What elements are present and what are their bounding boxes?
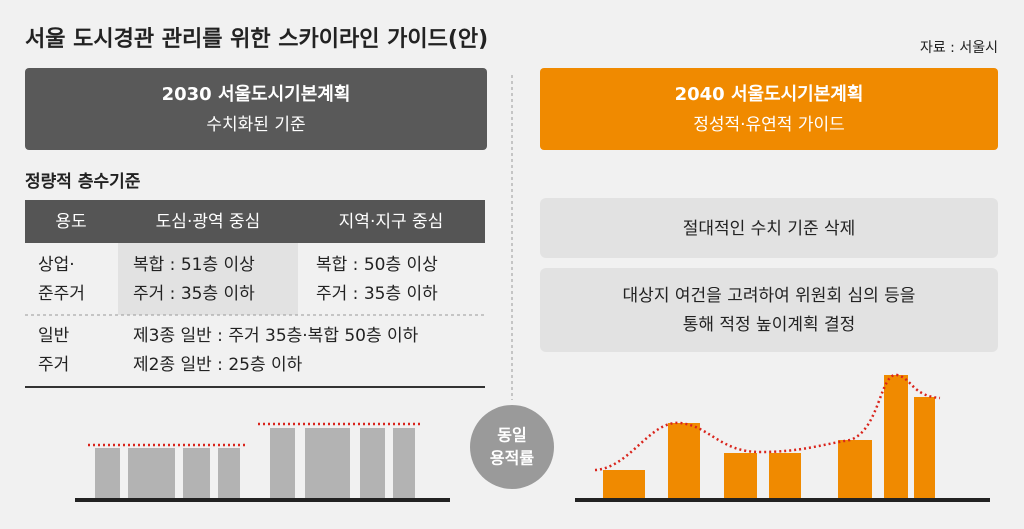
section-label: 정량적 층수기준: [25, 172, 141, 192]
building: [128, 448, 175, 500]
left-skyline: [95, 428, 415, 500]
building: [914, 397, 935, 500]
table-cell: 제3종 일반 : 주거 35층·복합 50층 이하: [133, 326, 419, 346]
building: [884, 375, 908, 500]
right-header-title: 2040 서울도시기본계획: [675, 84, 864, 105]
building: [218, 448, 240, 500]
building: [603, 470, 645, 500]
source: 자료 : 서울시: [920, 40, 998, 56]
building: [724, 453, 757, 500]
building: [360, 428, 385, 500]
right-header-box: [540, 68, 998, 150]
note: 대상지 여건을 고려하여 위원회 심의 등을: [623, 286, 916, 306]
building: [668, 423, 700, 500]
note: 절대적인 수치 기준 삭제: [683, 219, 856, 239]
building: [838, 440, 872, 500]
table-cell: 상업·: [38, 255, 75, 275]
table-header: 지역·지구 중심: [339, 212, 444, 232]
table-cell: 복합 : 50층 이상: [316, 255, 438, 275]
table-cell: 주거 : 35층 이하: [133, 284, 255, 304]
note: 통해 적정 높이계획 결정: [683, 315, 856, 335]
building: [95, 448, 120, 500]
right-header-subtitle: 정성적·유연적 가이드: [693, 115, 845, 135]
building: [270, 428, 295, 500]
table-cell: 일반: [38, 326, 70, 346]
table-cell: 복합 : 51층 이상: [133, 255, 255, 275]
table-header: 도심·광역 중심: [156, 212, 261, 232]
building: [393, 428, 415, 500]
center-label: 동일: [497, 426, 526, 445]
left-header-box: [25, 68, 487, 150]
skyline-curve: [594, 373, 941, 472]
table-cell: 주거 : 35층 이하: [316, 284, 438, 304]
right-skyline: [603, 375, 935, 500]
table-cell-highlight: [118, 243, 298, 315]
table-header: 용도: [55, 212, 86, 232]
left-header-title: 2030 서울도시기본계획: [162, 84, 351, 105]
building: [769, 453, 801, 500]
table-cell: 주거: [38, 355, 69, 375]
building: [183, 448, 210, 500]
center-label: 용적률: [490, 449, 534, 468]
note-box: [540, 198, 998, 258]
building: [305, 428, 350, 500]
title: 서울 도시경관 관리를 위한 스카이라인 가이드(안): [25, 27, 488, 52]
table-cell: 제2종 일반 : 25층 이하: [133, 355, 303, 375]
table-header-row: [25, 200, 485, 243]
note-box: [540, 268, 998, 352]
center-circle: [470, 405, 554, 489]
table-cell: 준주거: [38, 284, 85, 304]
left-header-subtitle: 수치화된 기준: [206, 115, 305, 135]
